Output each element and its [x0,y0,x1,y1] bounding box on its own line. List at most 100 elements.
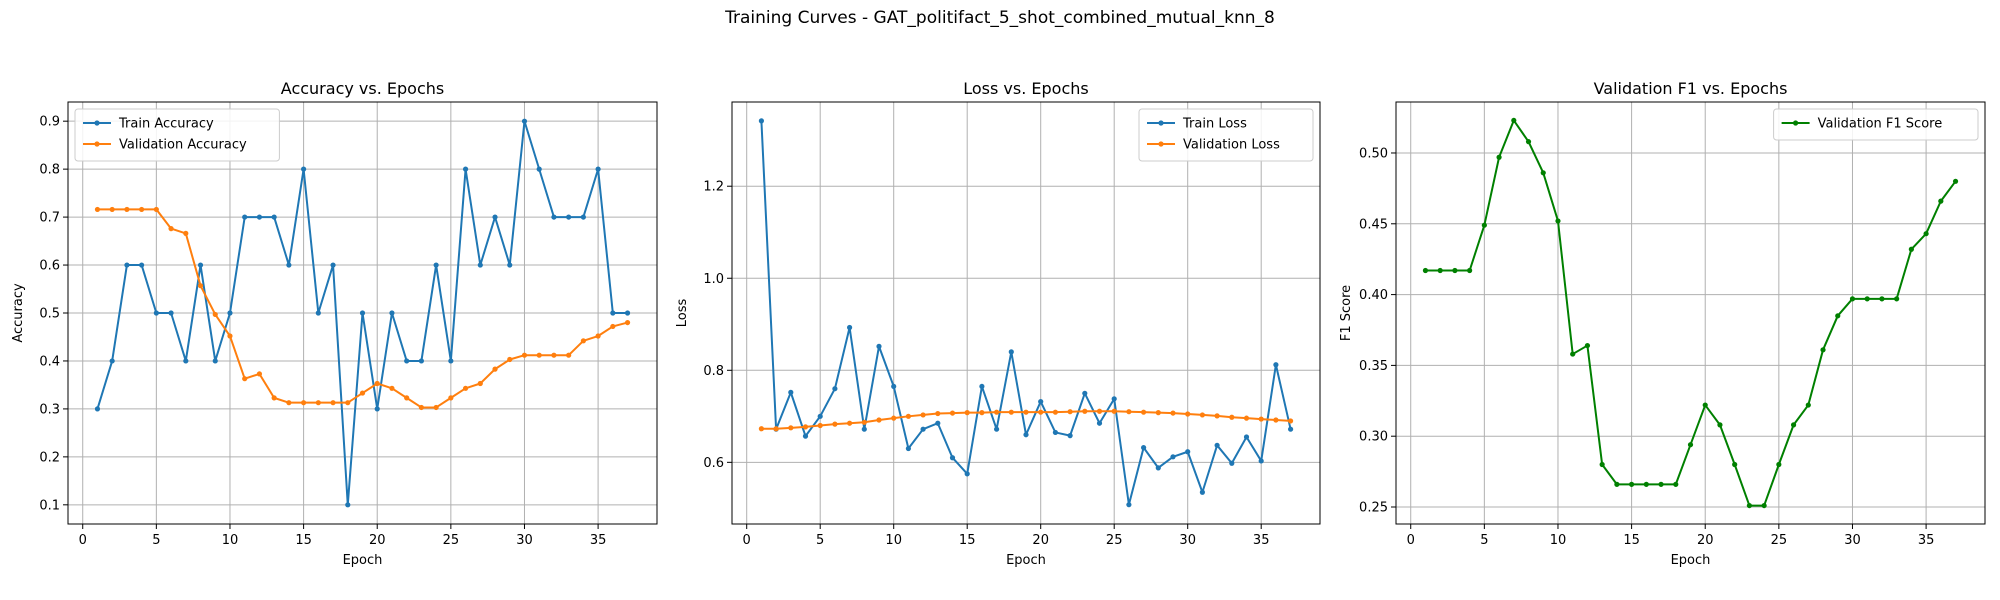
loss-data-point [876,417,882,423]
loss-data-point [788,425,794,431]
f1-ytick-label: 0.40 [1359,288,1388,303]
loss-data-point [1052,409,1058,415]
accuracy-legend-marker-1 [94,141,100,147]
accuracy-data-point [227,310,233,316]
accuracy-ytick-label: 0.2 [39,450,60,465]
accuracy-data-point [507,262,513,268]
loss-y-axis-label: Loss [675,299,690,328]
f1-data-point [1805,402,1811,408]
f1-data-point [1864,296,1870,302]
loss-data-point [758,118,765,124]
f1-data-point [1437,267,1443,274]
accuracy-legend-label-1: Validation Accuracy [119,138,247,153]
accuracy-data-point [212,358,218,364]
f1-data-point [1761,502,1767,509]
loss-data-point [1229,460,1235,466]
loss-data-point [979,410,985,416]
accuracy-data-point [124,206,130,213]
accuracy-data-point [139,262,145,268]
accuracy-legend-marker-0 [94,120,100,126]
accuracy-data-point [418,358,424,364]
accuracy-data-point [227,333,233,339]
loss-data-point [1082,390,1088,396]
f1-data-point [1835,313,1841,319]
loss-data-point [964,410,970,416]
f1-data-point [1894,296,1900,302]
f1-data-point [1687,442,1694,448]
accuracy-ytick-label: 0.1 [39,498,60,513]
accuracy-data-point [477,380,483,387]
loss-data-point [773,426,779,432]
accuracy-data-point [418,404,424,411]
accuracy-data-point [315,310,321,316]
loss-xtick-label: 15 [959,533,976,548]
accuracy-xtick-label: 10 [222,533,239,548]
accuracy-data-point [507,356,513,363]
accuracy-data-point [595,166,601,172]
loss-data-point [1141,409,1147,415]
loss-xtick-label: 20 [1032,533,1049,548]
accuracy-data-point [566,214,572,220]
f1-data-point [1938,198,1944,204]
loss-data-point [832,386,838,392]
accuracy-data-point [242,214,248,220]
loss-data-point [1170,410,1176,416]
accuracy-xtick-label: 5 [152,533,160,548]
accuracy-data-point [183,358,189,364]
loss-data-point [964,471,970,477]
f1-data-point [1658,481,1664,487]
loss-ytick-label: 1.0 [703,272,724,287]
f1-data-point [1525,139,1532,145]
accuracy-data-point [359,310,366,316]
loss-data-point [1126,409,1132,415]
loss-data-point [1185,449,1191,455]
loss-data-point [1141,445,1147,451]
loss-data-point [1170,454,1176,460]
accuracy-xtick-label: 35 [590,533,607,548]
accuracy-xtick-label: 30 [516,533,533,548]
accuracy-data-point [256,371,263,377]
f1-xtick-label: 25 [1771,533,1788,548]
loss-data-point [1185,411,1191,417]
f1-data-point [1879,296,1885,302]
f1-ytick-label: 0.35 [1359,359,1388,374]
f1-data-point [1790,422,1797,428]
accuracy-ytick-label: 0.7 [39,211,60,226]
accuracy-data-point [212,311,218,318]
loss-data-point [949,410,956,416]
accuracy-data-point [448,395,454,401]
f1-ytick-label: 0.30 [1359,430,1388,445]
loss-data-point [1038,398,1044,405]
loss-xtick-label: 25 [1106,533,1123,548]
loss-data-point [1038,409,1044,415]
accuracy-data-point [345,400,351,406]
loss-xtick-label: 10 [885,533,902,548]
loss-data-point [1111,408,1117,414]
loss-data-point [817,413,823,419]
f1-data-point [1746,502,1752,509]
loss-data-point [788,389,794,395]
loss-data-point [1023,432,1029,438]
f1-data-point [1673,481,1679,487]
loss-data-point [847,324,853,331]
accuracy-ytick-label: 0.5 [39,307,60,322]
accuracy-data-point [330,262,336,268]
loss-data-point [817,422,823,429]
accuracy-data-point [404,358,410,364]
loss-data-point [920,412,926,418]
accuracy-data-point [492,366,498,372]
accuracy-data-point [610,323,616,330]
f1-data-point [1849,296,1856,302]
accuracy-ytick-label: 0.3 [39,402,60,417]
loss-legend-marker-0 [1158,120,1164,126]
f1-data-point [1732,461,1738,468]
f1-data-point [1584,342,1591,349]
accuracy-x-axis-label: Epoch [343,553,383,568]
f1-data-point [1599,461,1605,468]
accuracy-data-point [374,406,380,412]
accuracy-data-point [301,166,307,172]
loss-data-point [994,409,1000,415]
loss-data-point [935,420,941,426]
loss-data-point [1229,414,1235,420]
